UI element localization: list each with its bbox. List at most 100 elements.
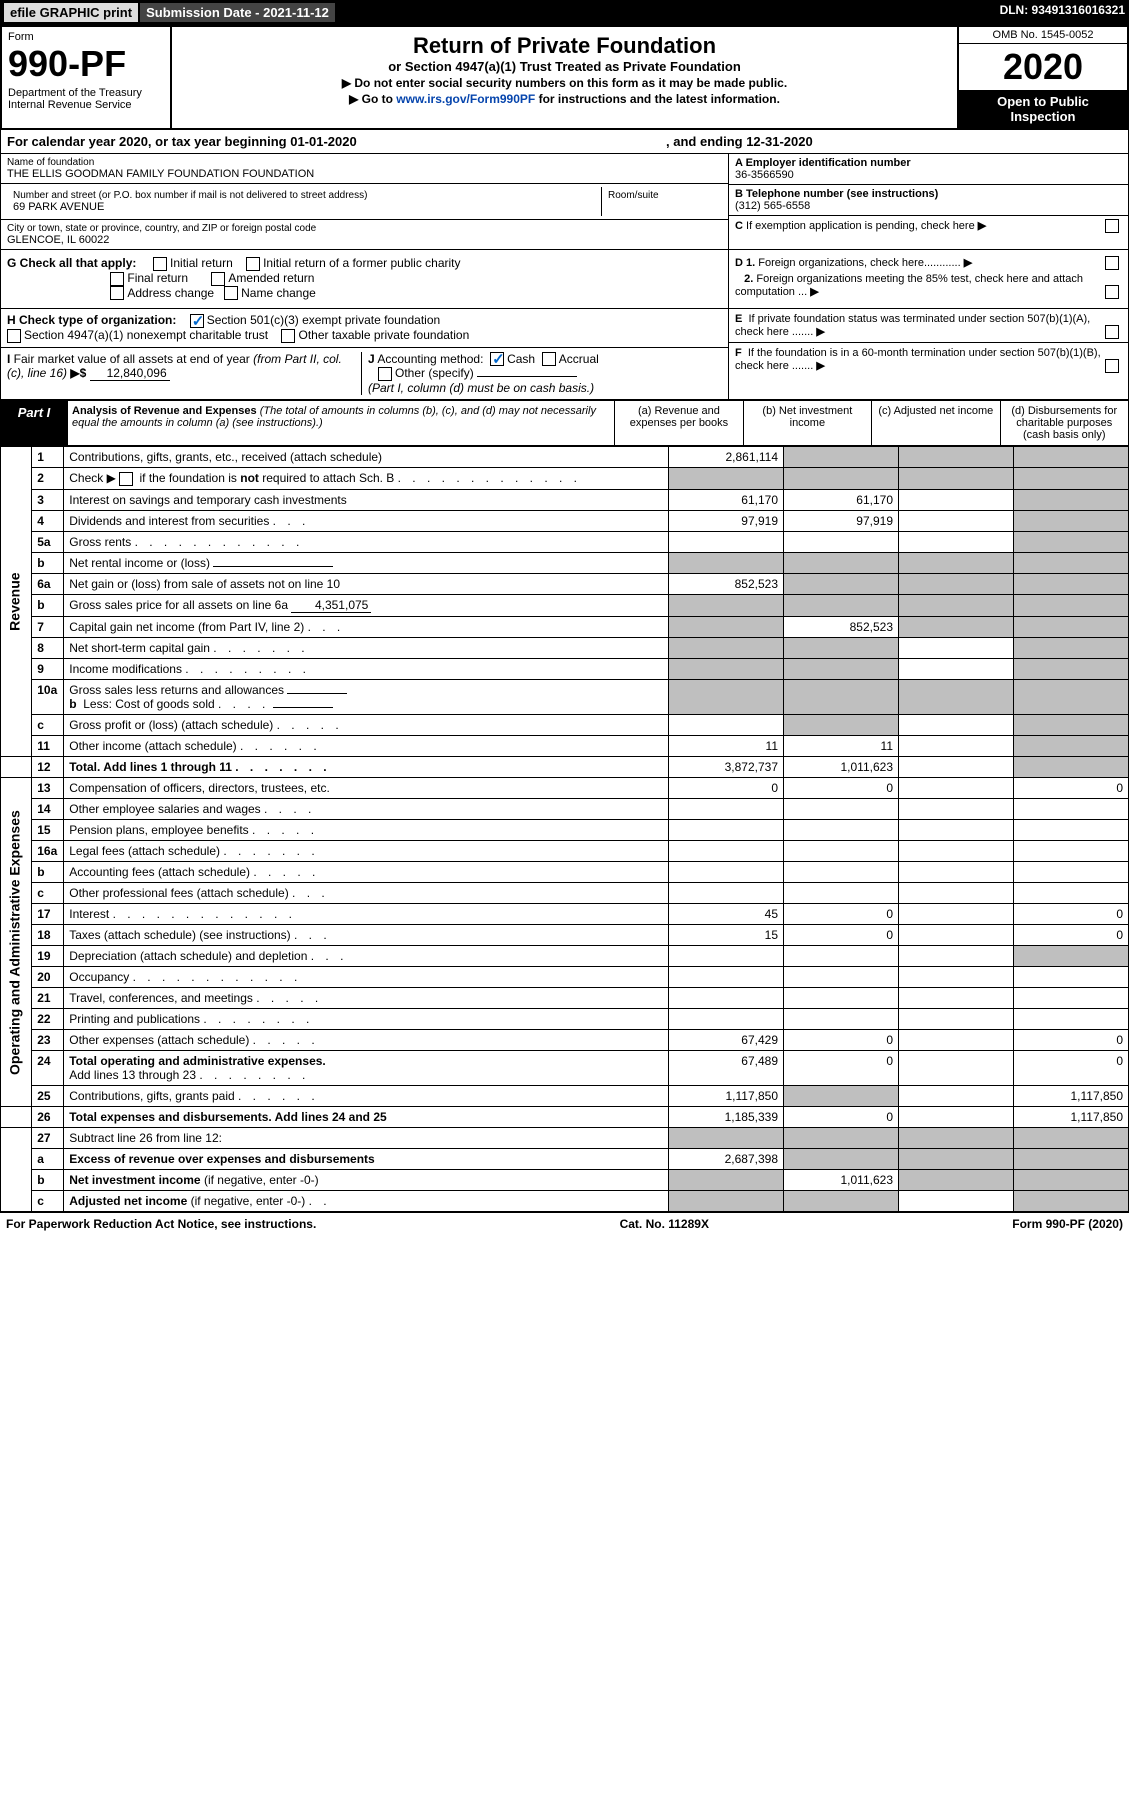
chk-amended[interactable]	[211, 272, 225, 286]
note2: ▶ Go to www.irs.gov/Form990PF for instru…	[178, 92, 951, 106]
l17-d: 0	[1014, 904, 1129, 925]
l27b-desc: Net investment income (if negative, ente…	[64, 1170, 669, 1191]
l27b-no: b	[32, 1170, 64, 1191]
chk-initial-former[interactable]	[246, 257, 260, 271]
col-c: (c) Adjusted net income	[872, 401, 1000, 446]
chk-other-method[interactable]	[378, 367, 392, 381]
l25-no: 25	[32, 1086, 64, 1107]
l25-desc: Contributions, gifts, grants paid . . . …	[64, 1086, 669, 1107]
l6b-no: b	[32, 595, 64, 617]
d2-check[interactable]	[1105, 285, 1119, 299]
l11-desc: Other income (attach schedule) . . . . .…	[64, 736, 669, 757]
l19-no: 19	[32, 946, 64, 967]
chk-501c3[interactable]	[190, 314, 204, 328]
l18-d: 0	[1014, 925, 1129, 946]
chk-name-change[interactable]	[224, 286, 238, 300]
chk-schb[interactable]	[119, 472, 133, 486]
col-d: (d) Disbursements for charitable purpose…	[1000, 401, 1129, 446]
l27-desc: Subtract line 26 from line 12:	[64, 1128, 669, 1149]
open-inspection: Open to Public Inspection	[959, 90, 1127, 128]
footer: For Paperwork Reduction Act Notice, see …	[0, 1212, 1129, 1235]
l3-desc: Interest on savings and temporary cash i…	[64, 490, 669, 511]
lbl-amended: Amended return	[228, 271, 314, 285]
footer-right: Form 990-PF (2020)	[1012, 1217, 1123, 1231]
l15-desc: Pension plans, employee benefits . . . .…	[64, 820, 669, 841]
g-checks: G Check all that apply: Initial return I…	[0, 250, 1129, 309]
l27a-no: a	[32, 1149, 64, 1170]
l23-desc: Other expenses (attach schedule) . . . .…	[64, 1030, 669, 1051]
l18-desc: Taxes (attach schedule) (see instruction…	[64, 925, 669, 946]
l12-no: 12	[32, 757, 64, 778]
l18-no: 18	[32, 925, 64, 946]
l23-d: 0	[1014, 1030, 1129, 1051]
l23-a: 67,429	[669, 1030, 784, 1051]
irs-link[interactable]: www.irs.gov/Form990PF	[396, 92, 535, 106]
l26-desc: Total expenses and disbursements. Add li…	[64, 1107, 669, 1128]
lbl-other-method: Other (specify)	[395, 366, 474, 380]
chk-cash[interactable]	[490, 352, 504, 366]
l19-desc: Depreciation (attach schedule) and deple…	[64, 946, 669, 967]
l17-desc: Interest . . . . . . . . . . . . .	[64, 904, 669, 925]
chk-addr-change[interactable]	[110, 286, 124, 300]
l4-desc: Dividends and interest from securities .…	[64, 511, 669, 532]
l16b-no: b	[32, 862, 64, 883]
ein-label: A Employer identification number	[735, 157, 1122, 169]
room-label: Room/suite	[608, 190, 716, 201]
l5b-desc: Net rental income or (loss)	[64, 553, 669, 574]
efile-btn[interactable]: efile GRAPHIC print	[4, 3, 138, 22]
footer-left: For Paperwork Reduction Act Notice, see …	[6, 1217, 316, 1231]
l18-a: 15	[669, 925, 784, 946]
l13-no: 13	[32, 778, 64, 799]
omb: OMB No. 1545-0052	[959, 27, 1127, 44]
chk-accrual[interactable]	[542, 352, 556, 366]
l10a-no: 10a	[32, 680, 64, 715]
l27c-no: c	[32, 1191, 64, 1212]
chk-final[interactable]	[110, 272, 124, 286]
l21-desc: Travel, conferences, and meetings . . . …	[64, 988, 669, 1009]
col-a: (a) Revenue and expenses per books	[615, 401, 743, 446]
l12-desc: Total. Add lines 1 through 11 . . . . . …	[64, 757, 669, 778]
l24-a: 67,489	[669, 1051, 784, 1086]
l8-no: 8	[32, 638, 64, 659]
e-check[interactable]	[1105, 325, 1119, 339]
g-label: G Check all that apply:	[7, 256, 136, 270]
submission-btn: Submission Date - 2021-11-12	[140, 3, 335, 22]
cal-begin: For calendar year 2020, or tax year begi…	[7, 134, 357, 149]
l16a-no: 16a	[32, 841, 64, 862]
l23-b: 0	[784, 1030, 899, 1051]
cal-end: , and ending 12-31-2020	[666, 134, 813, 149]
l3-a: 61,170	[669, 490, 784, 511]
form-number: 990-PF	[8, 43, 164, 85]
c-check[interactable]	[1105, 219, 1119, 233]
l16b-desc: Accounting fees (attach schedule) . . . …	[64, 862, 669, 883]
l23-no: 23	[32, 1030, 64, 1051]
part1-header-table: Part I Analysis of Revenue and Expenses …	[0, 400, 1129, 446]
ein: 36-3566590	[735, 169, 1122, 181]
city-label: City or town, state or province, country…	[7, 223, 722, 234]
lbl-accrual: Accrual	[559, 352, 599, 366]
foundation-name: THE ELLIS GOODMAN FAMILY FOUNDATION FOUN…	[7, 168, 722, 180]
l25-d: 1,117,850	[1014, 1086, 1129, 1107]
l15-no: 15	[32, 820, 64, 841]
l3-b: 61,170	[784, 490, 899, 511]
l2-desc: Check ▶ if the foundation is not require…	[64, 468, 669, 490]
l21-no: 21	[32, 988, 64, 1009]
l7-no: 7	[32, 617, 64, 638]
f-check[interactable]	[1105, 359, 1119, 373]
l27-no: 27	[32, 1128, 64, 1149]
lbl-other-tax: Other taxable private foundation	[298, 328, 469, 342]
l22-no: 22	[32, 1009, 64, 1030]
l17-no: 17	[32, 904, 64, 925]
d1-check[interactable]	[1105, 256, 1119, 270]
lbl-4947: Section 4947(a)(1) nonexempt charitable …	[24, 328, 268, 342]
year: 2020	[959, 44, 1127, 90]
part-title: Analysis of Revenue and Expenses	[72, 405, 257, 417]
side-expenses: Operating and Administrative Expenses	[1, 778, 32, 1107]
chk-other-tax[interactable]	[281, 329, 295, 343]
chk-initial[interactable]	[153, 257, 167, 271]
part-label: Part I	[1, 401, 68, 446]
l26-b: 0	[784, 1107, 899, 1128]
chk-4947[interactable]	[7, 329, 21, 343]
l6a-desc: Net gain or (loss) from sale of assets n…	[64, 574, 669, 595]
l26-no: 26	[32, 1107, 64, 1128]
